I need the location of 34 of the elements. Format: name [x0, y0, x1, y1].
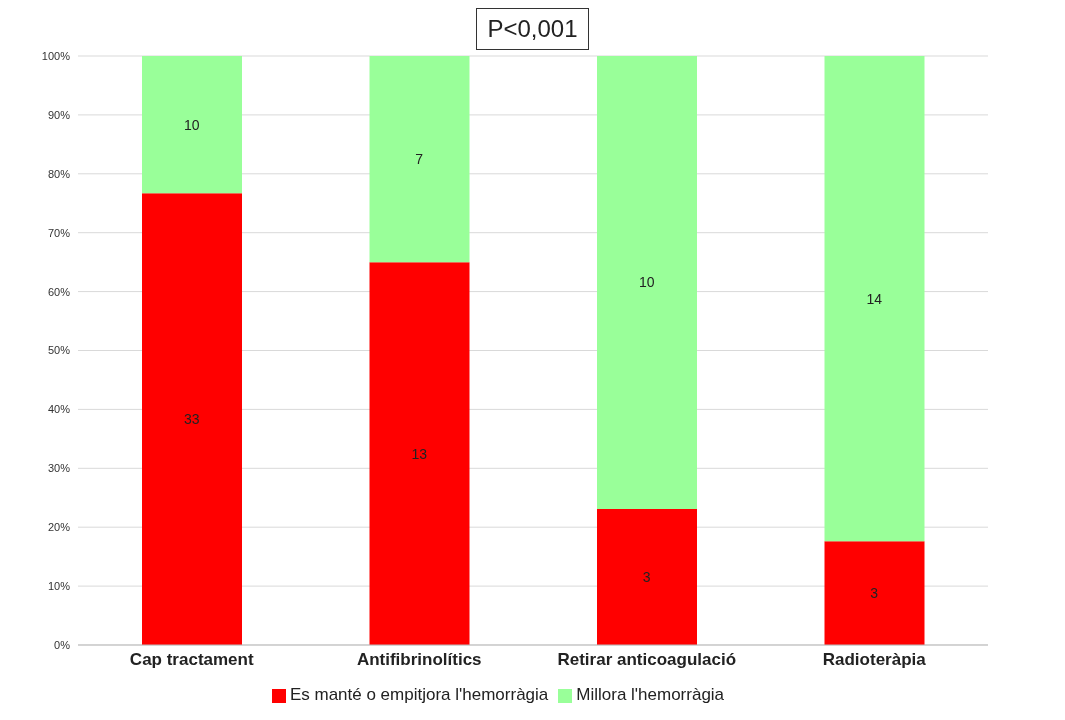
bar — [369, 262, 470, 645]
y-tick-label: 20% — [47, 521, 71, 534]
bar — [597, 56, 697, 509]
bar — [824, 56, 925, 542]
y-tick-label: 90% — [47, 108, 71, 121]
bar — [142, 56, 242, 194]
bar — [824, 541, 925, 645]
x-tick-label: Retirar anticoagulació — [557, 650, 737, 670]
annotation: 33 — [183, 411, 200, 428]
bar — [369, 56, 470, 263]
y-tick-label: 50% — [47, 344, 71, 357]
y-tick-label: 100% — [41, 49, 71, 62]
bar — [597, 508, 697, 645]
annotation: 10 — [183, 116, 200, 133]
x-tick-label: Antifibrinolítics — [356, 650, 482, 670]
y-tick-label: 70% — [47, 226, 71, 239]
annotation: 7 — [415, 151, 424, 168]
x-tick-label: Radioteràpia — [822, 650, 927, 670]
y-tick-label: 40% — [47, 403, 71, 416]
y-tick-label: 0% — [54, 638, 71, 651]
y-tick-label: 30% — [47, 462, 71, 475]
legend-label: Es manté o empitjora l'hemorràgia — [289, 685, 549, 704]
annotation: 3 — [642, 568, 651, 585]
y-tick-label: 80% — [47, 167, 71, 180]
x-tick-label: Cap tractament — [129, 650, 254, 670]
bar — [142, 193, 242, 645]
chart-title: P<0,001 — [476, 8, 589, 50]
y-tick-label: 60% — [47, 285, 71, 298]
annotation: 14 — [866, 290, 883, 307]
annotation: 13 — [411, 445, 428, 462]
legend-label: Millora l'hemorràgia — [576, 685, 725, 704]
annotation: 10 — [638, 274, 655, 291]
annotation: 3 — [870, 585, 879, 602]
y-tick-label: 10% — [47, 580, 71, 593]
